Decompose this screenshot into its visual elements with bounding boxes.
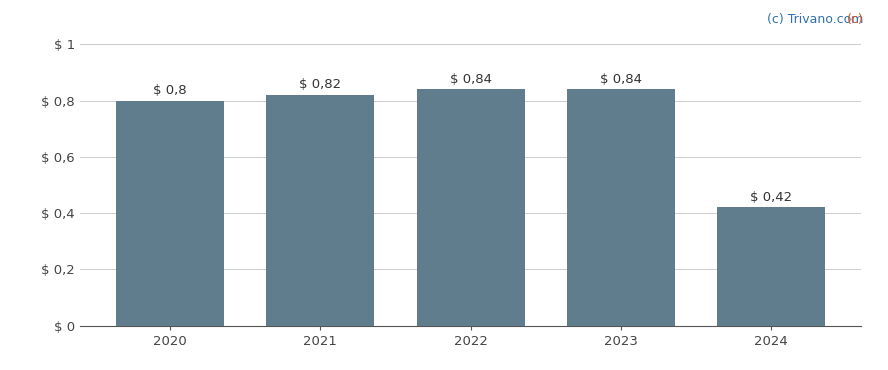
Bar: [567, 90, 675, 326]
Bar: [266, 95, 375, 326]
Bar: [718, 208, 825, 326]
Text: $ 0,84: $ 0,84: [449, 73, 492, 86]
Text: $ 0,84: $ 0,84: [600, 73, 642, 86]
Bar: [416, 90, 525, 326]
Text: (c): (c): [846, 13, 863, 26]
Text: $ 0,82: $ 0,82: [299, 78, 341, 91]
Text: $ 0,8: $ 0,8: [154, 84, 186, 97]
Bar: [116, 101, 224, 326]
Text: $ 0,42: $ 0,42: [750, 191, 792, 204]
Text: (c) Trivano.com: (c) Trivano.com: [766, 13, 863, 26]
